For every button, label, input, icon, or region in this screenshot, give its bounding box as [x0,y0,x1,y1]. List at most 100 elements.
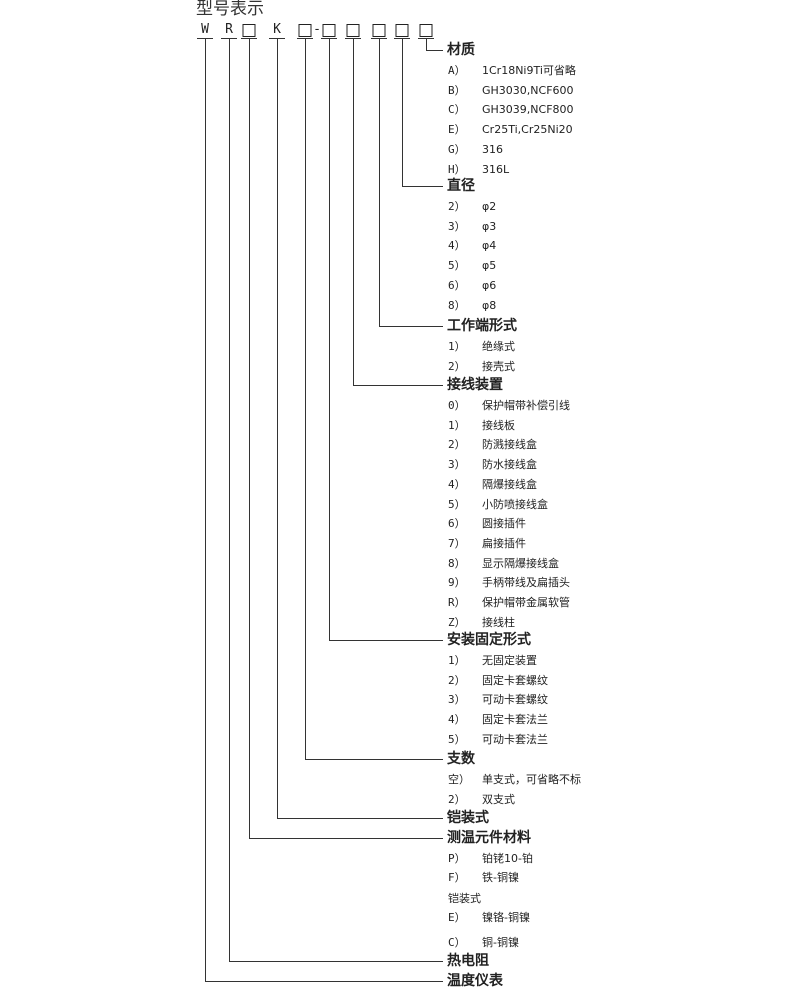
option-text: φ6 [482,279,497,292]
option-text: φ4 [482,239,497,252]
option-code: F） [448,871,466,884]
option-text: 铂铑10-铂 [482,852,533,865]
code-letter: - [313,22,321,37]
section-heading: 支数 [447,751,475,767]
branch-line [353,385,443,387]
option-text: φ5 [482,259,497,272]
option-text: 小防喷接线盒 [482,498,548,511]
option-text: 防水接线盒 [482,458,537,471]
option-text: 可动卡套法兰 [482,733,548,746]
section-heading: 安装固定形式 [447,632,531,648]
option-text: 铁-铜镍 [482,871,519,884]
code-box [419,24,433,37]
option-code: 空） [448,773,470,786]
code-box [372,24,386,37]
option-code: C） [448,936,466,949]
option-code: C） [448,103,466,116]
option-code: 5） [448,733,466,746]
option-code: E） [448,911,466,924]
option-code: 2） [448,360,466,373]
option-text: 手柄带线及扁插头 [482,576,570,589]
option-code: 2） [448,438,466,451]
branch-line [426,50,443,52]
code-letter: K [273,22,281,37]
option-text: φ8 [482,299,497,312]
option-text: 316 [482,143,503,156]
option-text: 圆接插件 [482,517,526,530]
branch-line [353,38,355,385]
option-code: 3） [448,693,466,706]
branch-line [277,818,443,820]
branch-line [305,759,443,761]
branch-line [277,38,279,818]
branch-line [249,38,251,838]
branch-line [402,186,443,188]
section-heading: 接线装置 [447,377,503,393]
code-box [298,24,312,37]
option-text: 接壳式 [482,360,515,373]
option-code: 2） [448,200,466,213]
option-code: 8） [448,299,466,312]
option-code: 5） [448,498,466,511]
option-code: 铠装式 [448,892,481,905]
option-text: 单支式，可省略不标 [482,773,581,786]
option-text: GH3030,NCF600 [482,84,574,97]
option-code: 7） [448,537,466,550]
option-text: GH3039,NCF800 [482,103,574,116]
option-code: 3） [448,220,466,233]
code-box [242,24,256,37]
option-text: 镍铬-铜镍 [482,911,530,924]
option-code: 8） [448,557,466,570]
option-code: G） [448,143,466,156]
option-text: 保护帽带金属软管 [482,596,570,609]
code-letter: R [225,22,233,37]
option-code: 1） [448,654,466,667]
option-code: 1） [448,419,466,432]
option-code: P） [448,852,466,865]
branch-line [229,961,443,963]
code-box [322,24,336,37]
option-text: 扁接插件 [482,537,526,550]
section-heading: 直径 [447,178,475,194]
option-text: 固定卡套法兰 [482,713,548,726]
branch-line [249,838,443,840]
option-text: Cr25Ti,Cr25Ni20 [482,123,573,136]
branch-line [205,38,207,981]
code-letter: W [201,22,209,37]
option-text: 显示隔爆接线盒 [482,557,559,570]
option-text: 316L [482,163,510,176]
option-text: 无固定装置 [482,654,537,667]
option-text: 接线柱 [482,616,515,629]
option-code: 4） [448,239,466,252]
code-box [395,24,409,37]
option-text: 绝缘式 [482,340,515,353]
option-text: 可动卡套螺纹 [482,693,548,706]
option-code: 9） [448,576,466,589]
branch-line [205,981,443,983]
option-text: 接线板 [482,419,515,432]
branch-line [229,38,231,961]
page-title: 型号表示 [196,0,264,19]
branch-line [379,38,381,326]
option-text: 隔爆接线盒 [482,478,537,491]
option-text: φ2 [482,200,497,213]
option-code: R） [448,596,466,609]
section-heading: 测温元件材料 [447,830,531,846]
option-text: 固定卡套螺纹 [482,674,548,687]
option-text: 1Cr18Ni9Ti可省略 [482,64,576,77]
option-code: 5） [448,259,466,272]
option-code: A） [448,64,466,77]
branch-line [329,640,443,642]
option-text: 双支式 [482,793,515,806]
option-text: 防溅接线盒 [482,438,537,451]
branch-line [379,326,443,328]
option-code: 1） [448,340,466,353]
option-text: 保护帽带补偿引线 [482,399,570,412]
option-text: 铜-铜镍 [482,936,519,949]
option-code: 6） [448,517,466,530]
option-code: H） [448,163,466,176]
option-code: 6） [448,279,466,292]
option-code: 4） [448,713,466,726]
option-code: 4） [448,478,466,491]
option-code: 2） [448,674,466,687]
